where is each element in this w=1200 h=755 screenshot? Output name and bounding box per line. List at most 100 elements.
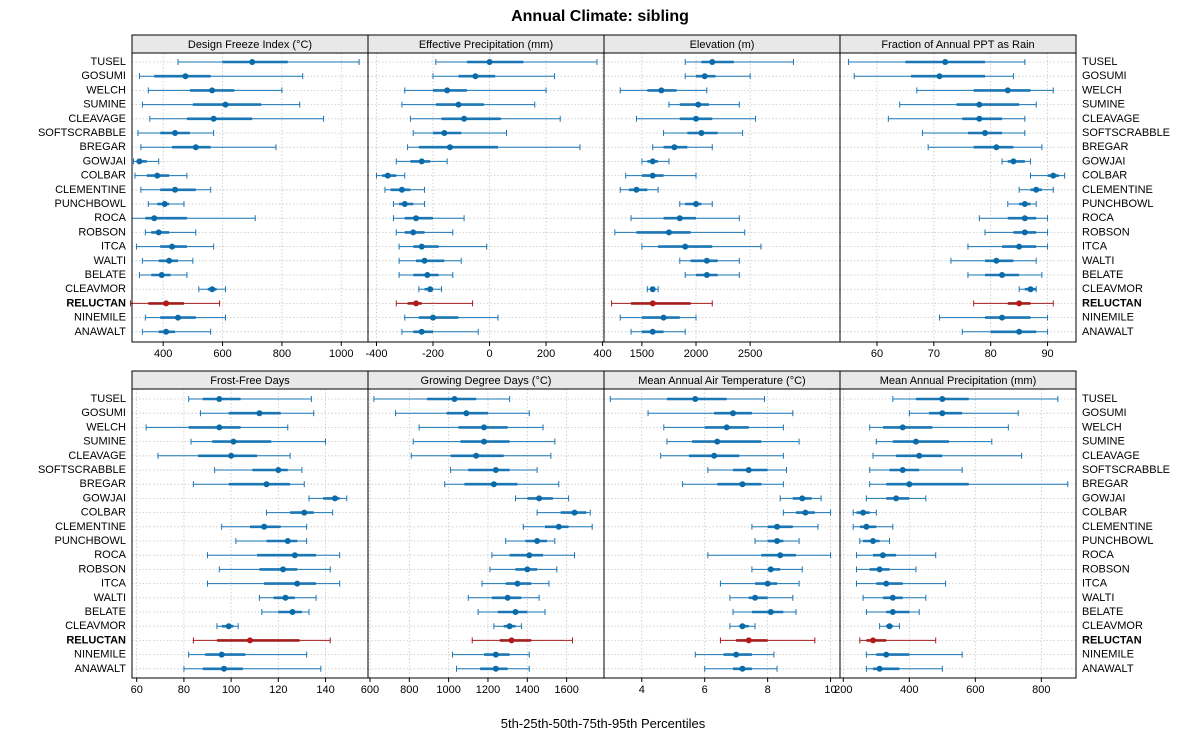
median-point (514, 580, 521, 587)
category-label-left: ANAWALT (74, 326, 126, 338)
median-point (163, 300, 170, 307)
interval-gowjai (308, 495, 348, 502)
interval-sumine (412, 438, 556, 445)
median-point (703, 272, 710, 278)
category-label-right: WALTI (1082, 592, 1114, 604)
interval-welch (663, 424, 784, 431)
category-label-right: BREGAR (1082, 141, 1129, 153)
interval-colbar (536, 509, 591, 516)
median-point (703, 257, 710, 264)
interval-walti (862, 594, 927, 601)
median-point (730, 410, 737, 417)
median-point (698, 130, 705, 136)
category-label-left: ROCA (94, 549, 126, 561)
median-point (455, 101, 462, 108)
category-label-left: WELCH (86, 421, 126, 433)
interval-roca (207, 552, 341, 559)
interval-cleavage (660, 452, 784, 459)
interval-belate (732, 609, 797, 615)
interval-gowjai (779, 495, 822, 502)
interval-clementine (852, 523, 894, 530)
x-tick-label: 4 (639, 684, 645, 696)
interval-anawalt (865, 665, 943, 672)
x-tick-label: 600 (966, 684, 984, 696)
interval-itca (967, 243, 1049, 250)
panel-frame (839, 388, 1077, 679)
interval-clementine (619, 186, 659, 193)
category-label-left: PUNCHBOWL (54, 198, 126, 210)
median-point (936, 73, 943, 80)
interval-cleavmor (418, 286, 442, 293)
x-tick-label: 90 (1041, 348, 1053, 360)
median-point (752, 594, 759, 601)
interval-ninemile (452, 651, 530, 658)
category-label-left: ANAWALT (74, 663, 126, 675)
interval-walti (467, 594, 540, 601)
median-point (331, 495, 338, 502)
median-point (413, 215, 420, 222)
median-point (745, 467, 752, 473)
x-tick-label: 200 (834, 684, 852, 696)
median-point (649, 300, 656, 307)
median-point (879, 552, 886, 559)
interval-sumine (899, 101, 1037, 108)
interval-reluctan (611, 300, 713, 307)
median-point (151, 215, 158, 222)
x-tick-label: 1400 (515, 684, 539, 696)
median-point (410, 229, 417, 236)
category-label-right: RELUCTAN (1082, 634, 1142, 646)
interval-anawalt (401, 328, 479, 335)
interval-sumine (668, 101, 740, 108)
median-point (860, 509, 867, 516)
interval-punchbowl (1007, 201, 1037, 207)
x-tick-label: 400 (900, 684, 918, 696)
interval-robson (144, 229, 197, 236)
median-point (863, 523, 870, 530)
median-point (536, 495, 543, 502)
median-point (665, 229, 672, 236)
interval-walti (398, 257, 462, 264)
median-point (774, 538, 781, 544)
median-point (398, 186, 405, 193)
interval-anawalt (183, 665, 322, 672)
median-point (155, 229, 162, 236)
interval-anawalt (141, 328, 212, 335)
category-label-left: WELCH (86, 84, 126, 96)
median-point (421, 257, 428, 264)
category-label-left: CLEAVAGE (68, 450, 126, 462)
median-point (893, 495, 900, 502)
category-label-right: SOFTSCRABBLE (1082, 127, 1170, 139)
median-point (916, 452, 923, 459)
interval-tusel (188, 396, 312, 402)
category-label-left: BELATE (85, 269, 126, 281)
category-label-right: ANAWALT (1082, 326, 1134, 338)
panel-title: Frost-Free Days (210, 375, 290, 387)
median-point (275, 467, 282, 473)
median-point (693, 115, 700, 122)
interval-bregar (869, 481, 1069, 488)
median-point (175, 314, 182, 321)
median-point (228, 452, 235, 459)
interval-reluctan (973, 300, 1054, 307)
category-label-left: CLEAVMOR (65, 620, 126, 632)
x-tick-label: 1000 (329, 348, 353, 360)
interval-softscrabble (450, 467, 538, 473)
category-label-right: PUNCHBOWL (1082, 198, 1154, 210)
category-label-left: PUNCHBOWL (54, 535, 126, 547)
x-tick-label: 60 (131, 684, 143, 696)
x-tick-label: 800 (273, 348, 291, 360)
median-point (427, 286, 434, 293)
x-tick-label: -400 (365, 348, 387, 360)
category-label-left: WALTI (94, 255, 126, 267)
median-point (218, 651, 225, 658)
category-label-right: BELATE (1082, 269, 1123, 281)
interval-bregar (192, 481, 305, 488)
interval-punchbowl (505, 538, 556, 544)
category-label-right: ROBSON (1082, 563, 1130, 575)
x-tick-label: 200 (537, 348, 555, 360)
median-point (695, 101, 702, 108)
interval-reluctan (130, 300, 221, 307)
interval-gowjai (865, 495, 927, 502)
median-point (1033, 186, 1040, 193)
median-point (1016, 243, 1023, 250)
